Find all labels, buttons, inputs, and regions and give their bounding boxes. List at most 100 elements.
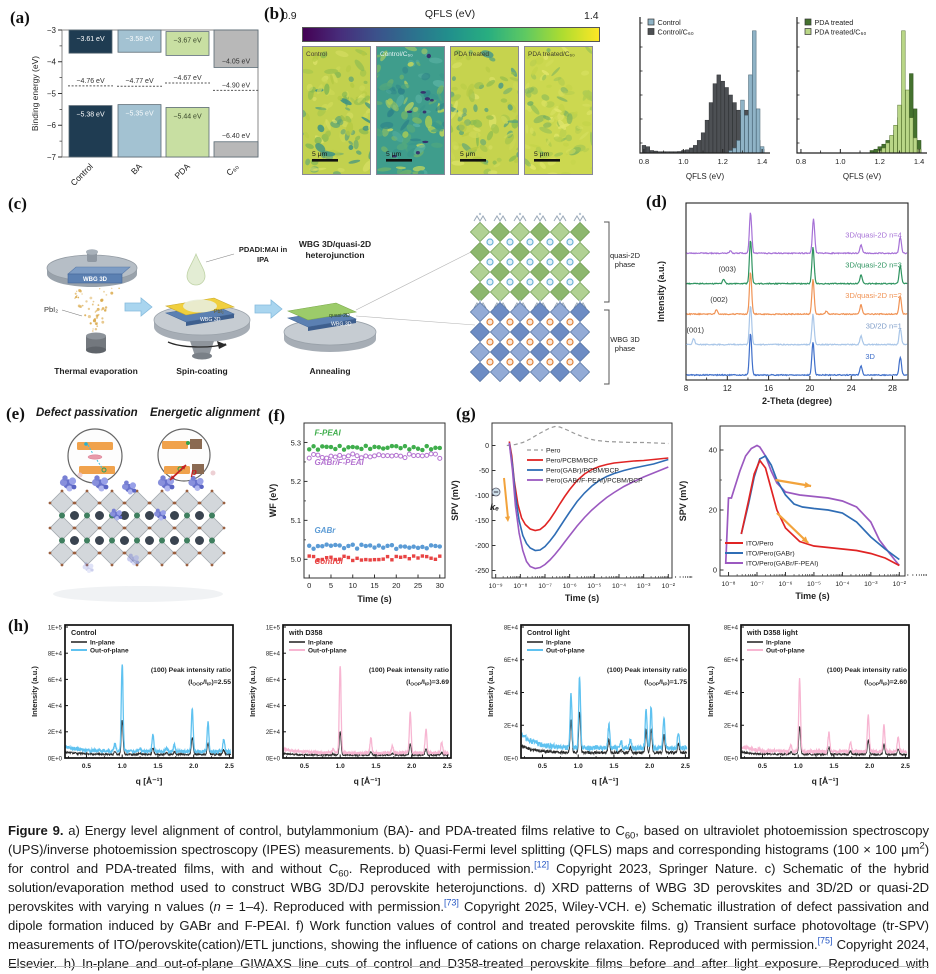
svg-text:1.2: 1.2 [875,157,885,166]
xrd-series [686,306,908,347]
svg-text:(003): (003) [719,264,737,273]
svg-text:40: 40 [709,446,717,455]
colorbar-title: QFLS (eV) [424,8,476,20]
svg-text:−4.67 eV: −4.67 eV [173,75,202,82]
svg-text:0.5: 0.5 [538,763,547,770]
svg-text:2E+4: 2E+4 [504,724,519,730]
svg-text:Intensity (a.u.): Intensity (a.u.) [656,261,666,322]
svg-text:20: 20 [805,384,814,393]
passivator-molecule [154,508,167,521]
svg-text:Binding energy (eV): Binding energy (eV) [30,56,40,131]
svg-text:SPV (mV): SPV (mV) [450,480,460,521]
svg-text:QFLS (eV): QFLS (eV) [686,172,725,181]
svg-text:1E+5: 1E+5 [266,625,281,631]
svg-text:Out-of-plane: Out-of-plane [766,648,805,655]
svg-text:2-Theta (degree): 2-Theta (degree) [762,396,832,406]
panel-g-spv-chart-2: 0 20 40 10⁻⁸ 10⁻⁷ 10⁻⁶ 10⁻⁵ 10⁻⁴ 10⁻³ 10⁻² ITO/Per… [678,425,927,601]
qfls-map-pda: PDA treated 5 μm [450,46,519,175]
svg-text:Pero(GABr)/PCBM/BCP: Pero(GABr)/PCBM/BCP [546,467,619,474]
svg-text:Spin-coating: Spin-coating [176,366,227,376]
svg-text:with D358 light: with D358 light [746,628,798,637]
svg-text:Intensity (a.u.): Intensity (a.u.) [30,666,39,717]
svg-text:PDA treated/C₆₀: PDA treated/C₆₀ [528,51,575,58]
panel-c-label: (c) [8,194,27,213]
svg-text:(100) Peak intensity ratio: (100) Peak intensity ratio [151,667,231,674]
svg-text:1.4: 1.4 [914,157,924,166]
svg-text:WBG 3D: WBG 3D [331,322,352,328]
panel-f-label: (f) [268,406,285,425]
svg-text:−4.05 eV: −4.05 eV [222,58,251,65]
giwaxs-in-plane [740,726,908,757]
svg-text:Control/C₆₀: Control/C₆₀ [380,51,413,58]
svg-text:1.0: 1.0 [336,763,345,770]
panel-a-energy-chart: −3 −4 −5 −6 −7 Binding energy (eV) −3.61 eV −4.… [30,26,259,188]
svg-text:-250: -250 [475,568,489,575]
qfls-map-control: Control 5 μm [302,46,371,175]
svg-text:2.5: 2.5 [225,763,234,770]
svg-text:QFLS (eV): QFLS (eV) [843,172,882,181]
svg-text:PbI₂: PbI₂ [44,305,58,314]
svg-text:−7: −7 [47,153,57,162]
svg-text:2.0: 2.0 [407,763,416,770]
svg-text:WBG 3D: WBG 3D [83,277,108,283]
colorbar-max: 1.4 [584,10,599,22]
svg-text:10⁻⁸: 10⁻⁸ [722,581,736,588]
svg-text:−5.38 eV: −5.38 eV [76,112,105,119]
svg-text:0.5: 0.5 [300,763,309,770]
panel-h-label: (h) [8,616,29,635]
xrd-series [686,272,908,316]
svg-text:Time (s): Time (s) [795,591,829,601]
giwaxs-out-of-plane [740,678,908,756]
svg-text:Pero/PCBM/BCP: Pero/PCBM/BCP [546,457,598,464]
svg-text:25: 25 [414,581,422,590]
passivator-molecule [157,475,175,492]
figure-caption: Figure 9. a) Energy level alignment of c… [8,823,930,971]
svg-text:10⁻⁵: 10⁻⁵ [807,581,821,588]
xrd-series [686,212,908,255]
svg-text:24: 24 [847,384,856,393]
svg-text:Time (s): Time (s) [357,594,391,604]
svg-text:28: 28 [888,384,897,393]
svg-text:1.4: 1.4 [757,157,767,166]
svg-text:−5.44 eV: −5.44 eV [173,113,202,120]
xrd-series [686,333,908,377]
svg-text:3D/quasi-2D n=4: 3D/quasi-2D n=4 [845,230,902,239]
svg-text:(IOOP/IIP)=1.75: (IOOP/IIP)=1.75 [644,679,687,688]
svg-text:-100: -100 [475,493,489,500]
svg-text:PDA treated/C₆₀: PDA treated/C₆₀ [815,27,867,36]
svg-text:−3.58 eV: −3.58 eV [125,36,154,43]
giwaxs-in-plane [64,720,232,757]
panel-e-label: (e) [6,404,25,423]
svg-text:20: 20 [392,581,400,590]
svg-text:1.5: 1.5 [609,763,618,770]
svg-text:2.0: 2.0 [189,763,198,770]
svg-text:5.1: 5.1 [291,516,301,525]
svg-text:PDA treated: PDA treated [815,18,854,27]
svg-text:PDA: PDA [172,161,192,181]
svg-text:Annealing: Annealing [309,366,350,376]
svg-text:0.5: 0.5 [82,763,91,770]
svg-text:WBG 3D: WBG 3D [200,317,221,323]
svg-text:16: 16 [764,384,773,393]
svg-text:-200: -200 [475,543,489,550]
svg-text:10⁻⁸: 10⁻⁸ [513,583,527,590]
svg-text:C₆₀: C₆₀ [224,161,241,178]
panel-f-wf-chart: 5.0 5.1 5.2 5.3 0 5 10 15 20 25 30 F-PEAI GABr/F-PEA… [268,422,446,604]
colorbar-min: 0.9 [282,10,297,22]
svg-text:1.0: 1.0 [678,157,688,166]
svg-text:5.2: 5.2 [291,477,301,486]
passivator-molecule [188,475,204,491]
svg-text:1E+5: 1E+5 [48,625,63,631]
svg-text:Control: Control [68,161,95,188]
svg-text:10⁻⁷: 10⁻⁷ [538,583,552,590]
svg-text:Control/C₆₀: Control/C₆₀ [658,27,694,36]
svg-text:5 μm: 5 μm [312,151,328,158]
svg-text:6E+4: 6E+4 [504,658,519,664]
svg-text:WF (eV): WF (eV) [268,484,278,518]
svg-text:(100) Peak intensity ratio: (100) Peak intensity ratio [827,667,907,674]
svg-text:1.2: 1.2 [718,157,728,166]
svg-text:0E+0: 0E+0 [724,756,739,762]
svg-text:Control light: Control light [527,628,570,637]
svg-text:4E+4: 4E+4 [48,704,63,710]
